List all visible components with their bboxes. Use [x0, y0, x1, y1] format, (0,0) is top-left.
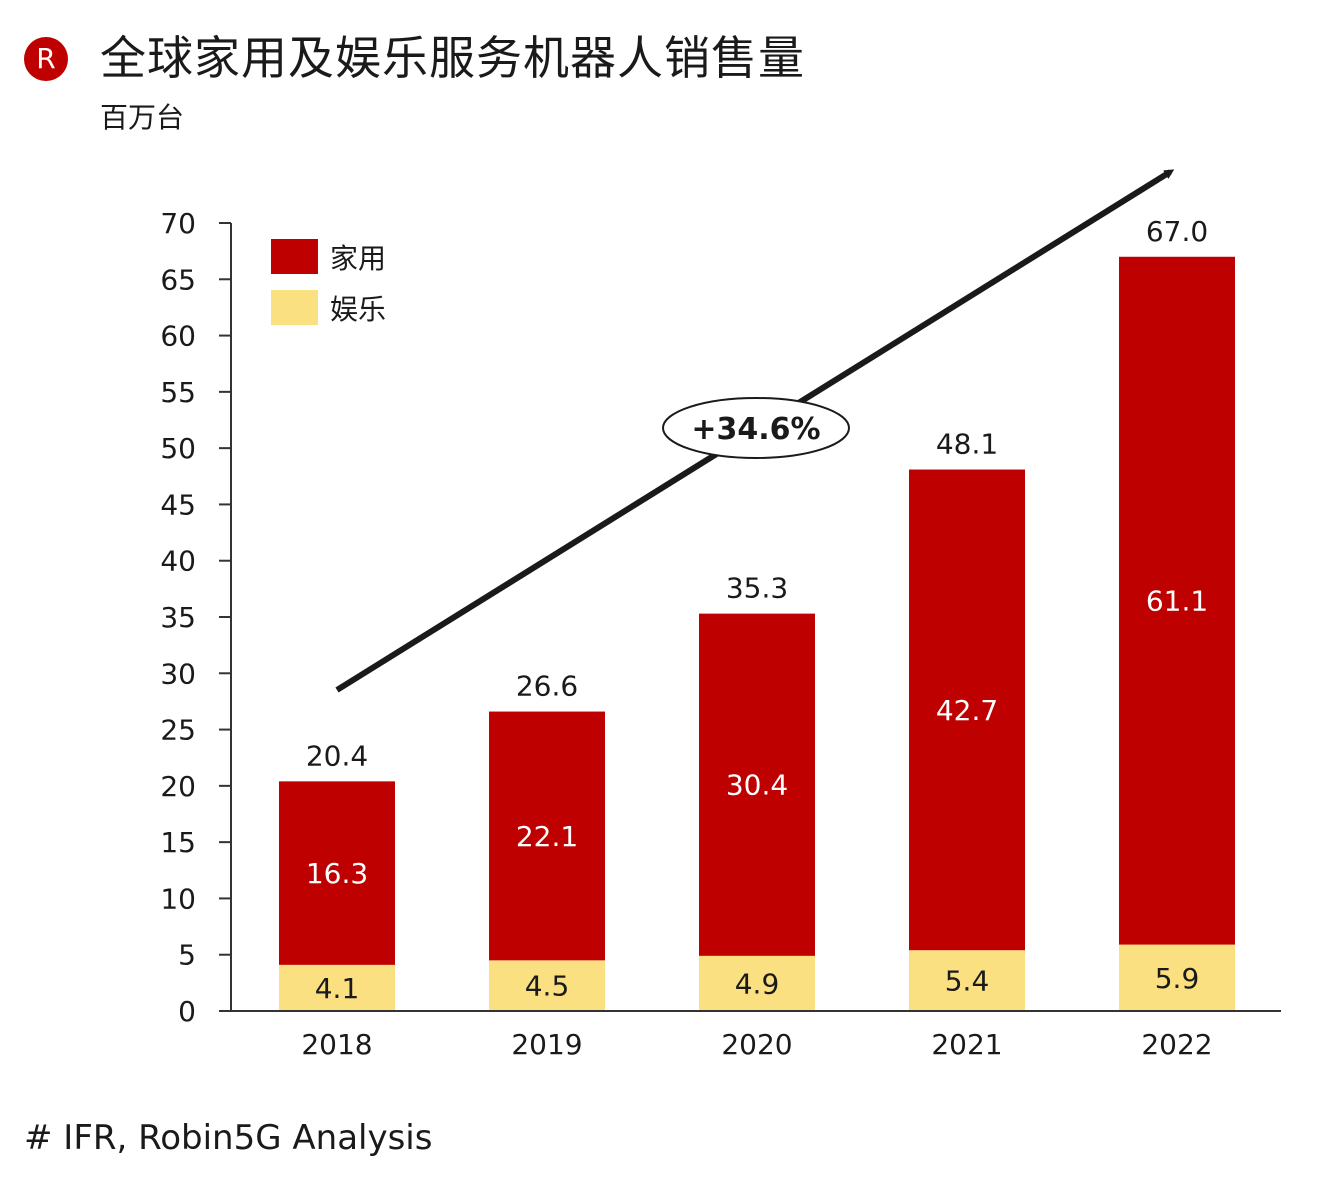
legend-swatch-entertainment	[271, 290, 318, 325]
unit-label: 百万台	[100, 101, 185, 134]
bar-segment-household	[699, 613, 815, 956]
brand-logo: R	[24, 37, 68, 81]
value-label-entertainment: 5.9	[1155, 962, 1200, 995]
bar-segment-entertainment	[909, 950, 1025, 1011]
y-tick-label: 10	[160, 882, 196, 915]
x-tick-label: 2021	[931, 1028, 1002, 1061]
bar-segment-entertainment	[699, 955, 815, 1011]
chart-title: 全球家用及娱乐服务机器人销售量	[100, 31, 805, 85]
y-tick-label: 30	[160, 657, 196, 690]
x-tick-label: 2022	[1141, 1028, 1212, 1061]
value-label-household: 61.1	[1146, 585, 1208, 618]
x-tick-label: 2019	[511, 1028, 582, 1061]
y-tick-label: 35	[160, 601, 196, 634]
x-tick-label: 2018	[301, 1028, 372, 1061]
y-tick-label: 15	[160, 826, 196, 859]
value-label-household: 42.7	[936, 694, 998, 727]
value-label-entertainment: 4.5	[525, 970, 570, 1003]
value-label-household: 16.3	[306, 857, 368, 890]
value-label-total: 35.3	[726, 572, 788, 605]
legend-label-household: 家用	[330, 242, 386, 275]
y-tick-label: 60	[160, 320, 196, 353]
y-tick-label: 25	[160, 714, 196, 747]
y-tick-label: 65	[160, 263, 196, 296]
y-tick-label: 45	[160, 488, 196, 521]
value-label-entertainment: 4.1	[315, 972, 360, 1005]
growth-label-ellipse	[662, 397, 850, 459]
growth-annotation: +34.6%	[335, 169, 1175, 693]
y-tick-label: 55	[160, 376, 196, 409]
y-tick-label: 0	[178, 995, 196, 1028]
value-label-total: 26.6	[516, 670, 578, 703]
value-label-entertainment: 5.4	[945, 965, 990, 998]
value-label-household: 30.4	[726, 769, 788, 802]
legend-swatch-household	[271, 239, 318, 274]
bar-segment-household	[279, 781, 395, 965]
value-label-household: 22.1	[516, 820, 578, 853]
y-tick-label: 50	[160, 432, 196, 465]
bars: 4.1 16.3 20.4 4.5 22.1 26.6 4.9 30.4 35.3 5.4 42.7…	[279, 215, 1235, 1011]
growth-rate-label: +34.6%	[691, 412, 820, 447]
bar-segment-entertainment	[279, 964, 395, 1011]
value-label-entertainment: 4.9	[735, 967, 780, 1000]
y-tick-label: 20	[160, 770, 196, 803]
bar-segment-household	[489, 711, 605, 961]
legend-label-entertainment: 娱乐	[330, 293, 386, 326]
y-tick-label: 70	[160, 207, 196, 240]
x-tick-label: 2020	[721, 1028, 792, 1061]
legend: 家用 娱乐	[271, 239, 386, 326]
x-axis: 2018 2019 2020 2021 2022	[221, 1010, 1281, 1061]
bar-segment-household	[909, 469, 1025, 951]
logo-letter: R	[36, 42, 56, 75]
value-label-total: 20.4	[306, 739, 368, 772]
bar-segment-entertainment	[1119, 944, 1235, 1011]
value-label-total: 48.1	[936, 428, 998, 461]
bar-segment-household	[1119, 256, 1235, 945]
y-tick-label: 5	[178, 939, 196, 972]
y-tick-label: 40	[160, 545, 196, 578]
value-label-total: 67.0	[1146, 215, 1208, 248]
bar-segment-entertainment	[489, 960, 605, 1011]
source-note: # IFR, Robin5G Analysis	[24, 1118, 433, 1158]
y-axis: 0 5 10 15 20 25 30 35 40 45 50 55 60 65 70	[160, 207, 232, 1028]
